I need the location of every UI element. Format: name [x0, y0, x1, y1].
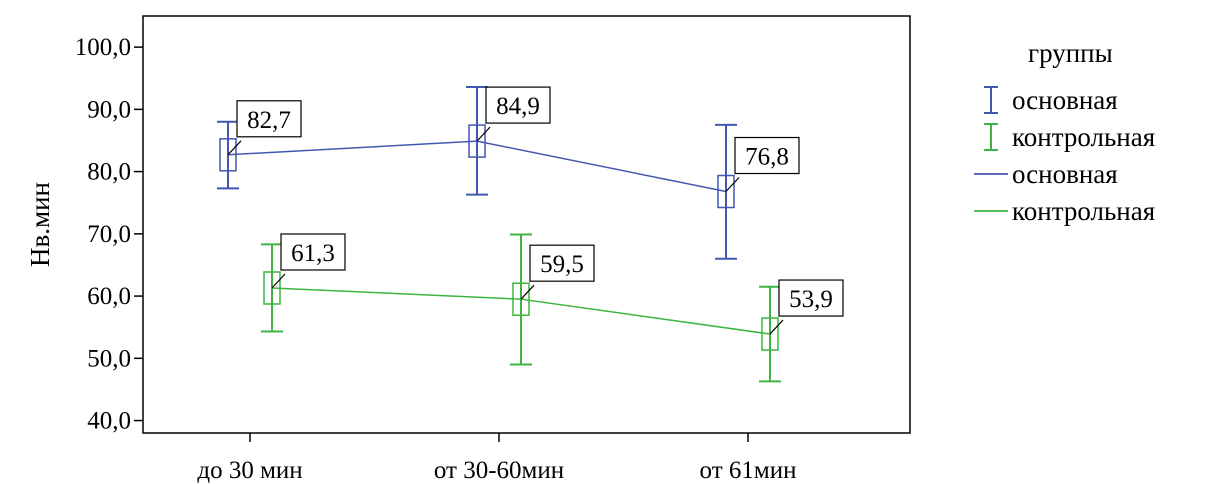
legend-title: группы	[1028, 38, 1113, 68]
data-label: 76,8	[745, 144, 789, 171]
data-label: 53,9	[789, 286, 833, 313]
y-tick-label: 40,0	[87, 408, 131, 435]
data-label: 59,5	[540, 251, 584, 278]
label-leader	[271, 273, 286, 289]
y-axis: 40,0 50,0 60,0 70,0 80,0 90,0 100,0	[75, 34, 143, 435]
data-label-box	[236, 100, 302, 138]
label-leader	[769, 319, 784, 335]
data-label-box	[734, 136, 800, 175]
mean-marker	[263, 271, 281, 305]
error-bars	[217, 85, 781, 383]
plot-area	[142, 15, 911, 434]
data-label-box	[280, 233, 346, 271]
x-tick-label: от 30-60мин	[434, 457, 564, 484]
x-axis: до 30 мин от 30-60мин от 61мин	[197, 433, 796, 484]
label-leader	[520, 284, 535, 300]
mean-marker	[717, 174, 735, 209]
mean-marker	[512, 282, 530, 316]
mean-marker	[761, 317, 779, 351]
label-leader	[227, 140, 242, 156]
x-tick-label: до 30 мин	[197, 457, 302, 484]
data-label: 82,7	[247, 107, 291, 134]
y-tick-label: 100,0	[75, 34, 131, 61]
y-tick-label: 70,0	[87, 221, 131, 248]
legend-label: основная	[1012, 159, 1118, 189]
y-tick-label: 60,0	[87, 283, 131, 310]
legend-label: основная	[1012, 85, 1118, 115]
label-leader	[476, 126, 491, 142]
y-tick-label: 90,0	[87, 96, 131, 123]
data-label-box	[778, 279, 844, 317]
x-tick-label: от 61мин	[700, 457, 797, 484]
legend: группы основная контрольная основная контро…	[974, 38, 1155, 226]
mean-marker	[219, 138, 237, 172]
legend-label: контрольная	[1012, 122, 1155, 152]
y-axis-title: Hв.мин	[25, 182, 55, 267]
data-label-box	[529, 244, 595, 282]
mean-marker	[468, 124, 486, 158]
data-label-box	[485, 86, 551, 124]
y-tick-label: 80,0	[87, 159, 131, 186]
data-label: 61,3	[291, 240, 335, 267]
data-labels: 82,7 84,9 76,8 61,3 59,5 53,9	[227, 86, 844, 335]
label-leader	[725, 177, 740, 192]
data-label: 84,9	[496, 93, 540, 120]
y-tick-label: 50,0	[87, 345, 131, 372]
legend-label: контрольная	[1012, 196, 1155, 226]
